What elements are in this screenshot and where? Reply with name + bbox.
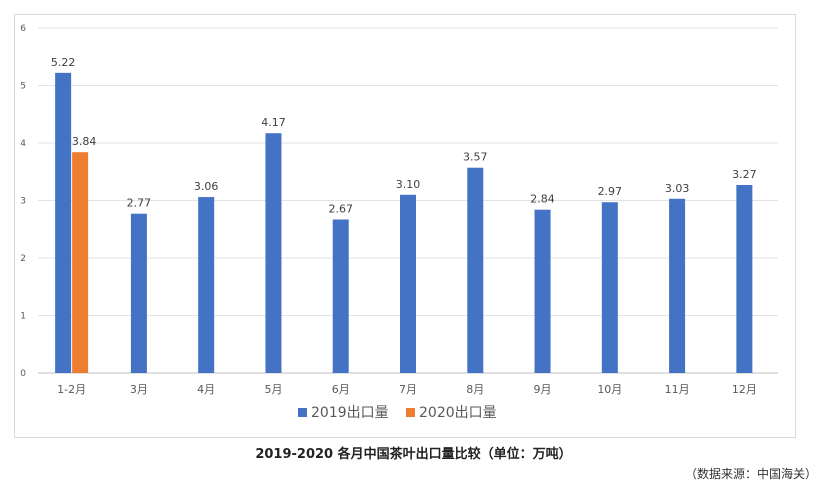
bar-2019 [198,197,215,373]
bar-2019 [534,209,551,373]
x-tick-label: 9月 [534,383,552,396]
y-tick-label: 3 [20,197,26,207]
x-tick-label: 5月 [264,383,282,396]
data-label-2019: 3.10 [396,178,421,191]
x-tick-label: 1-2月 [57,383,86,396]
chart-frame [14,14,796,438]
legend-label: 2019出口量 [311,405,389,421]
bar-2019 [332,219,349,373]
data-label-2019: 5.22 [51,56,76,69]
data-label-2020: 3.84 [72,135,97,148]
y-tick-label: 5 [20,82,26,92]
bar-2019 [55,72,72,373]
x-tick-label: 3月 [130,383,148,396]
bar-2019 [467,167,484,373]
data-label-2019: 3.57 [463,151,488,164]
data-label-2019: 3.03 [665,182,690,195]
y-tick-label: 0 [20,369,26,379]
y-tick-label: 2 [20,254,26,264]
x-tick-label: 4月 [197,383,215,396]
bar-2019 [669,198,686,373]
data-label-2019: 2.77 [127,197,152,210]
y-tick-label: 4 [20,139,26,149]
data-source: （数据来源：中国海关） [684,467,817,481]
bar-2020 [72,152,89,373]
data-label-2019: 4.17 [261,116,286,129]
y-tick-label: 6 [20,24,26,34]
y-tick-label: 1 [20,312,26,322]
x-tick-label: 10月 [597,383,622,396]
x-tick-label: 7月 [399,383,417,396]
data-label-2019: 2.97 [598,185,623,198]
bar-2019 [601,202,618,373]
data-label-2019: 2.84 [530,193,555,206]
x-tick-label: 6月 [332,383,350,396]
data-label-2019: 2.67 [328,202,353,215]
legend-label: 2020出口量 [419,405,497,421]
bar-2019 [736,184,753,373]
data-label-2019: 3.06 [194,180,219,193]
x-tick-label: 12月 [732,383,757,396]
x-tick-label: 8月 [466,383,484,396]
bar-2019 [265,133,282,373]
bar-2019 [130,213,147,373]
legend-swatch [298,408,307,417]
data-label-2019: 3.27 [732,168,757,181]
bar-chart: 0 1 2 3 4 5 6 5.22 3.84 1-2月 2.77 3月 3.06 4月 4.17 5月 2.6… [20,24,778,421]
chart-caption: 2019-2020 各月中国茶叶出口量比较（单位：万吨） [255,447,572,462]
legend-swatch [406,408,415,417]
bar-2019 [400,194,416,373]
x-tick-label: 11月 [665,383,690,396]
